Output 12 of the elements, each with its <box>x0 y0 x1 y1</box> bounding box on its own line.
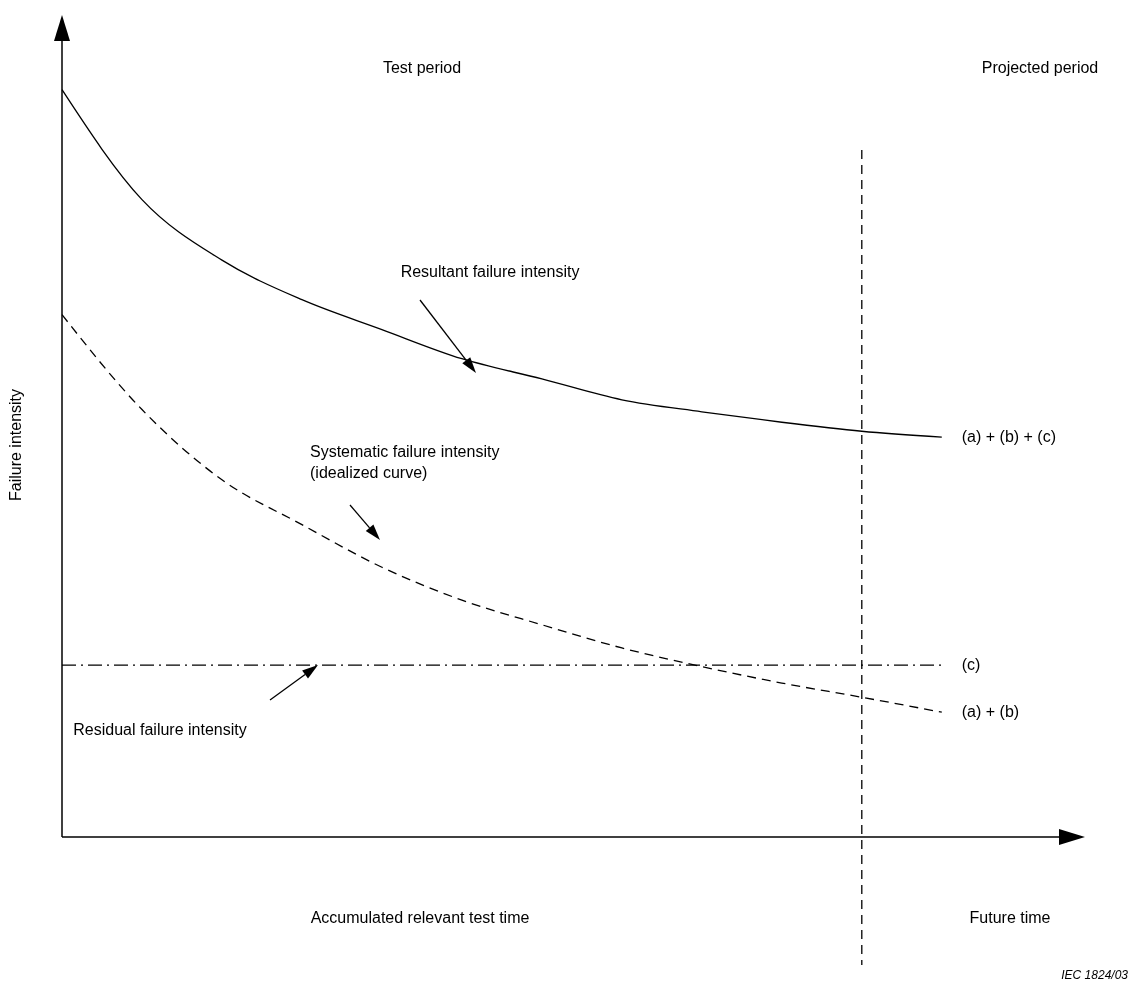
text: Test period <box>382 59 462 76</box>
series-label: (a) + (b) <box>961 703 1020 721</box>
text: Projected period <box>981 59 1099 76</box>
annotation: Resultant failure intensity <box>400 263 580 280</box>
series-label: (c) <box>961 656 981 674</box>
text: Accumulated relevant test time <box>310 909 530 926</box>
annotation: Residual failure intensity <box>73 721 247 738</box>
annotation: Systematic failure intensity (idealized curve) <box>310 443 500 481</box>
series-label: (a) + (b) + (c) <box>961 428 1057 446</box>
text: IEC 1824/03 <box>1061 968 1129 982</box>
y-axis-title: Failure intensity <box>7 388 24 502</box>
text: Future time <box>969 909 1051 926</box>
